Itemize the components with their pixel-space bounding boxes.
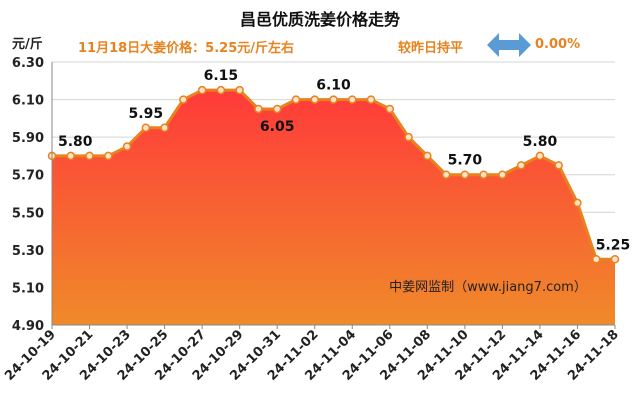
area-path [52,90,615,325]
data-point [385,104,395,114]
data-point [179,95,188,104]
data-point [554,161,563,170]
y-tick-label: 5.30 [12,244,44,259]
data-point [441,170,451,179]
data-point [141,123,151,132]
compare-label: 较昨日持平 [398,41,464,56]
data-point [310,95,319,104]
y-tick-label: 5.90 [12,131,44,146]
area-fill [52,90,615,325]
data-point [423,151,432,161]
price-subtitle: 11月18日大姜价格：5.25元/斤左右 [78,41,295,56]
data-label: 5.95 [129,106,164,122]
data-point [216,85,226,95]
data-label: 5.80 [58,134,93,150]
data-labels: 5.80 5.95 6.15 6.05 6.10 5.70 5.80 5.25 [58,68,630,253]
data-point [85,151,94,161]
data-label: 5.70 [448,153,483,169]
data-point [160,123,169,132]
y-tick-label: 5.70 [12,169,44,184]
double-arrow-icon [487,33,531,57]
watermark: 中姜网监制（www.jiang7.com） [389,280,587,295]
data-point [479,170,488,179]
data-point [498,170,507,179]
data-point [348,95,357,104]
data-label: 6.05 [260,119,295,135]
y-tick-label: 5.50 [12,206,44,221]
y-tick-label: 6.30 [12,56,44,71]
data-point [516,161,526,170]
y-axis: 6.30 6.10 5.90 5.70 5.50 5.30 5.10 4.90 [12,56,53,334]
y-axis-unit: 元/斤 [12,37,43,52]
data-point [573,198,582,208]
data-point [197,85,207,95]
data-label: 6.15 [204,68,239,84]
data-point [104,151,113,161]
x-axis: 24-10-1924-10-2124-10-2324-10-2524-10-27… [2,324,622,384]
chart-title: 昌邑优质洗姜价格走势 [239,10,400,29]
data-point [291,95,301,104]
data-point [66,151,76,161]
data-label: 6.10 [316,78,351,94]
data-point [404,132,413,142]
data-point [235,85,244,95]
data-point [460,170,470,179]
data-point [122,142,132,151]
data-point [329,95,338,104]
data-label: 5.80 [523,134,558,150]
y-tick-label: 6.10 [12,94,44,109]
data-point [254,104,263,114]
data-point [535,151,545,161]
y-tick-label: 5.10 [12,281,44,296]
data-point [591,255,601,264]
data-point [366,95,376,104]
data-label: 5.25 [596,237,631,253]
change-percent: 0.00% [535,37,581,52]
data-point [610,255,620,264]
y-tick-label: 4.90 [12,319,44,334]
data-point [272,104,282,114]
